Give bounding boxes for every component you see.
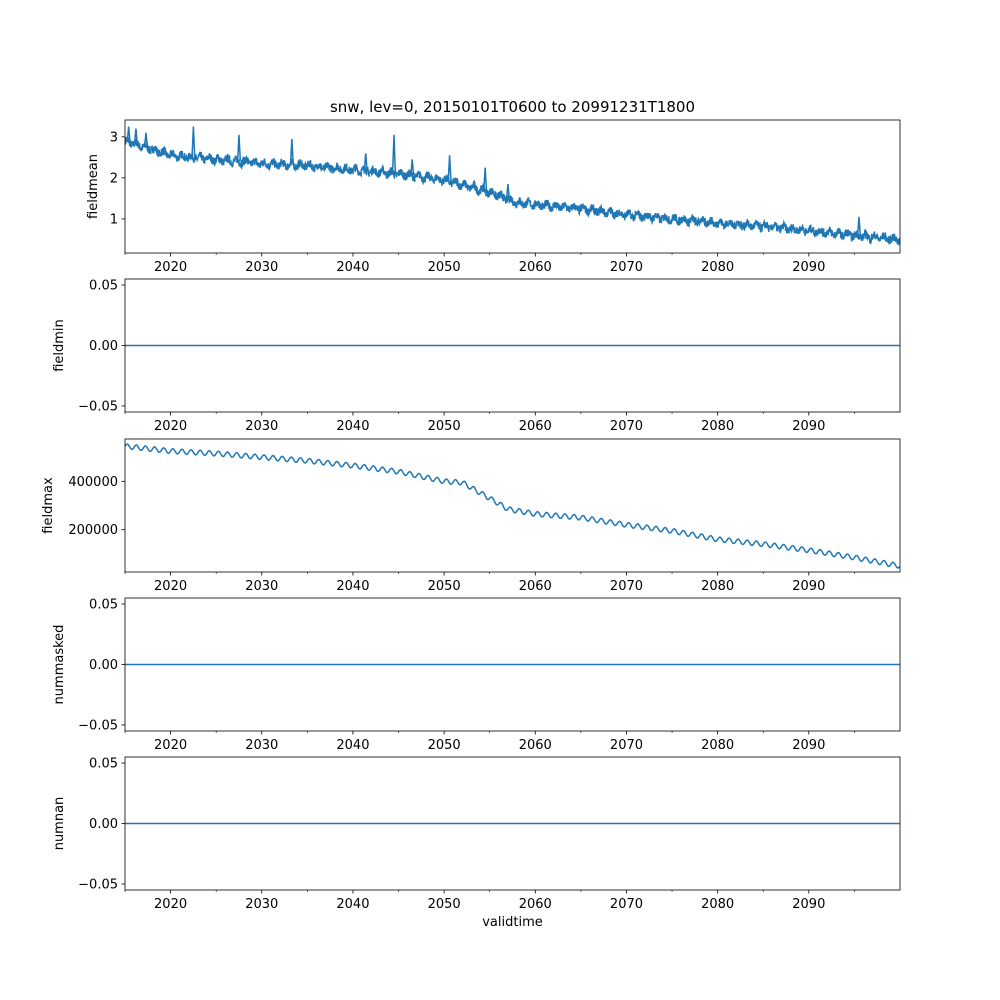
y-tick-label: 200000	[68, 523, 118, 538]
y-tick-label: 0.05	[89, 279, 118, 294]
x-tick-label: 2070	[610, 260, 643, 275]
panel-numnan: −0.05 0.00 0.05 2020 2030 2040 2050 2060 2070 208…	[52, 757, 901, 930]
x-tick-label: 2030	[245, 260, 278, 275]
y-tick-label: 1	[110, 212, 118, 227]
x-tick-label: 2030	[245, 419, 278, 434]
spike-point	[505, 183, 511, 200]
y-tick-label: −0.05	[78, 718, 118, 733]
x-tick-label: 2060	[519, 419, 552, 434]
x-tick-label: 2090	[792, 419, 825, 434]
x-tick-label: 2040	[336, 897, 369, 912]
y-tick-label: −0.05	[78, 877, 118, 892]
x-tick-label: 2050	[428, 738, 461, 753]
axes-frame	[124, 438, 901, 573]
x-tick-label: 2090	[792, 897, 825, 912]
x-tick-label: 2040	[336, 260, 369, 275]
x-tick-label: 2030	[245, 738, 278, 753]
x-tick-label: 2040	[336, 738, 369, 753]
x-tick-label: 2080	[701, 897, 734, 912]
x-tick-label: 2040	[336, 419, 369, 434]
panel-fieldmax: 200000 400000 2020 2030 2040 2050 2060 2070 2080…	[41, 438, 901, 594]
y-axis-label: fieldmean	[86, 154, 101, 219]
y-axis-label: nummasked	[52, 625, 67, 705]
y-tick-label: 0.05	[89, 598, 118, 613]
x-tick-label: 2020	[154, 579, 187, 594]
y-axis-label: numnan	[52, 797, 67, 851]
spike-point	[289, 138, 294, 165]
x-tick-label: 2050	[428, 260, 461, 275]
y-tick-label: 0.00	[89, 339, 118, 354]
x-tick-label: 2080	[701, 419, 734, 434]
x-tick-label: 2050	[428, 579, 461, 594]
x-tick-label: 2020	[154, 897, 187, 912]
y-tick-label: 0.05	[89, 757, 118, 772]
spike-point	[363, 153, 368, 171]
chart-title: snw, lev=0, 20150101T0600 to 20991231T18…	[330, 98, 695, 116]
y-tick-label: 0.00	[89, 658, 118, 673]
y-tick-label: 2	[110, 171, 118, 186]
axes-frame	[124, 119, 901, 254]
y-axis-label: fieldmin	[52, 319, 67, 372]
series-line-fieldmean	[125, 135, 900, 247]
spike-point	[143, 132, 149, 148]
x-tick-label: 2060	[519, 260, 552, 275]
x-tick-label: 2070	[610, 419, 643, 434]
x-tick-label: 2090	[792, 579, 825, 594]
x-tick-label: 2060	[519, 738, 552, 753]
x-tick-label: 2050	[428, 897, 461, 912]
spike-point	[191, 126, 196, 158]
x-tick-label: 2080	[701, 738, 734, 753]
y-tick-label: 0.00	[89, 817, 118, 832]
spike-point	[391, 134, 397, 174]
panel-nummasked: −0.05 0.00 0.05 2020 2030 2040 2050 2060 2070 208…	[52, 598, 901, 753]
x-tick-label: 2030	[245, 579, 278, 594]
x-tick-label: 2060	[519, 897, 552, 912]
x-tick-label: 2070	[610, 897, 643, 912]
series-line-fieldmax	[125, 443, 900, 569]
x-tick-label: 2090	[792, 738, 825, 753]
spike-point	[236, 134, 242, 162]
x-tick-label: 2030	[245, 897, 278, 912]
x-tick-label: 2070	[610, 579, 643, 594]
panel-fieldmean: 1 2 3 2020 2030 2040 2050 2060 2070 2080 2090 field…	[86, 98, 901, 275]
x-tick-label: 2090	[792, 260, 825, 275]
y-tick-label: −0.05	[78, 399, 118, 414]
spike-point	[133, 128, 139, 145]
y-tick-label: 400000	[68, 475, 118, 490]
x-tick-label: 2020	[154, 419, 187, 434]
spike-point	[410, 159, 415, 176]
spike-point	[856, 216, 862, 236]
x-axis-label: validtime	[482, 915, 543, 930]
y-tick-label: 3	[110, 130, 118, 145]
x-tick-label: 2020	[154, 260, 187, 275]
x-tick-label: 2050	[428, 419, 461, 434]
spike-point	[447, 155, 452, 182]
spike-point	[483, 167, 488, 192]
x-tick-label: 2080	[701, 579, 734, 594]
x-tick-label: 2080	[701, 260, 734, 275]
y-axis-label: fieldmax	[41, 477, 56, 534]
x-tick-label: 2020	[154, 738, 187, 753]
panel-fieldmin: −0.05 0.00 0.05 2020 2030 2040 2050 2060 2070 208…	[52, 279, 901, 434]
x-tick-label: 2040	[336, 579, 369, 594]
x-tick-label: 2070	[610, 738, 643, 753]
x-tick-label: 2060	[519, 579, 552, 594]
spike-point	[126, 126, 131, 143]
